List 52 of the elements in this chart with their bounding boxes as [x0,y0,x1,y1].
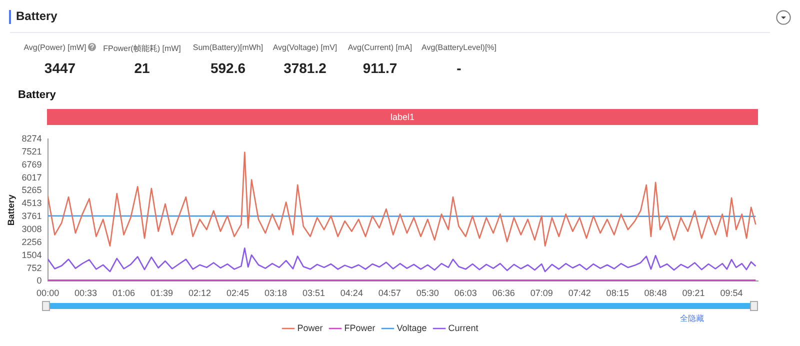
y-tick-label: 752 [26,262,42,273]
legend-label: Current [448,322,479,333]
text: 21 [133,60,151,76]
y-tick-label: 3008 [22,224,42,234]
legend-label: Power [297,322,323,333]
text: Avg(Current) [mA] [348,43,412,52]
x-tick-label: 09:21 [682,288,705,298]
x-tick-label: 00:33 [74,288,98,298]
x-tick-label: 00:00 [36,288,60,298]
y-axis-title: Battery [6,194,16,226]
x-tick-label: 04:57 [378,288,401,298]
text: 592.6 [210,60,246,76]
y-tick-label: 2256 [22,236,42,247]
x-tick-label: 06:03 [454,288,477,298]
y-tick-label: 5265 [22,185,42,196]
text: 3781.2 [284,60,326,76]
x-tick-label: 06:36 [492,288,515,298]
x-tick-label: 05:30 [416,288,439,298]
text: 3447 [43,60,77,76]
x-tick-label: 02:45 [226,288,250,298]
text: - [456,60,462,76]
text: Avg(BatteryLevel)[%] [422,43,496,52]
x-tick-label: 08:48 [644,288,667,298]
y-tick-label: 0 [36,276,42,286]
x-tick-label: 02:12 [188,288,212,298]
x-tick-label: 09:54 [720,288,743,298]
x-tick-label: 01:39 [150,288,174,298]
text: Avg(Voltage) [mV] [272,43,338,52]
x-tick-label: 07:09 [530,288,553,298]
x-tick-label: 08:15 [606,288,629,298]
x-tick-label: 03:51 [302,288,325,298]
x-tick-label: 07:42 [568,288,591,298]
y-tick-label: 1504 [22,250,42,260]
y-tick-label: 6017 [22,172,42,182]
x-tick-label: 04:24 [340,288,363,298]
chart-subtitle: Battery [18,89,56,101]
y-tick-label: 8274 [22,133,42,144]
x-tick-label: 03:18 [264,288,287,298]
chart-title: Battery [16,9,58,23]
text: 911.7 [362,60,398,76]
x-tick-label: 01:06 [112,288,136,298]
y-tick-label: 6769 [22,159,42,170]
y-tick-label: 7521 [22,146,42,156]
y-tick-label: 4513 [22,198,42,208]
label-strip: label1 [47,109,758,125]
text: 全隐藏 [680,313,704,324]
text: Sum(Battery)[mWh] [192,43,264,52]
legend-label: FPower [344,322,376,333]
text: FPower(帧能耗) [mW] [103,44,181,53]
legend-label: Voltage [396,322,427,333]
y-tick-label: 3761 [22,211,42,222]
text: Avg(Power) [mW] [24,43,86,52]
